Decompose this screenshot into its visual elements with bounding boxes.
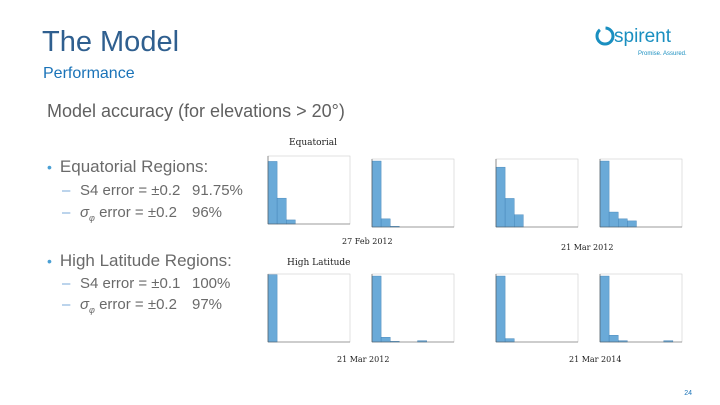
histogram-bar: [599, 160, 610, 228]
histogram-bar: [599, 275, 610, 343]
high-latitude-label: High Latitude: [287, 258, 351, 268]
date-label: 27 Feb 2012: [342, 237, 393, 246]
metric-label: error = ±0.2: [94, 204, 177, 221]
bullet-dot-icon: •: [47, 159, 52, 175]
histogram-bar: [495, 275, 506, 343]
metric-value: 100%: [192, 275, 231, 292]
histogram-bar: [267, 274, 278, 343]
bullet-dot-icon: •: [47, 253, 52, 269]
content-heading: Model accuracy (for elevations > 20°): [47, 101, 345, 121]
logo-text: spirent: [614, 26, 672, 47]
metric-value: 96%: [192, 204, 223, 221]
logo-tagline: Promise. Assured.: [638, 51, 687, 57]
histogram-bar: [276, 197, 287, 225]
slide-subtitle: Performance: [43, 65, 135, 82]
section-label: Equatorial Regions:: [59, 157, 209, 176]
phi-subscript: φ: [89, 213, 95, 223]
sigma-symbol: σ: [80, 204, 90, 221]
histogram-highlat-1: [258, 268, 354, 350]
metric-value: 97%: [192, 296, 223, 313]
histogram-svg: [371, 158, 455, 228]
histogram-bar: [608, 334, 619, 343]
section-equatorial: • Equatorial Regions:: [47, 157, 208, 177]
sub-item: – σφ error = ±0.2 97%: [62, 296, 222, 315]
metric-label: S4 error = ±0.2: [80, 182, 181, 199]
histogram-bar: [267, 161, 278, 225]
sigma-symbol: σ: [80, 296, 90, 313]
histogram-bar: [380, 337, 391, 343]
histogram-equatorial-1: [258, 150, 354, 232]
histogram-bar: [371, 160, 382, 228]
histogram-svg: [267, 155, 351, 225]
date-label: 21 Mar 2012: [337, 355, 390, 364]
equatorial-label: Equatorial: [289, 138, 337, 148]
histogram-bar: [495, 166, 506, 228]
sub-item: – S4 error = ±0.1 100%: [62, 275, 230, 292]
dash-icon: –: [62, 182, 71, 199]
histogram-bar: [504, 338, 515, 343]
sub-item: – σφ error = ±0.2 96%: [62, 204, 222, 223]
phi-subscript: φ: [89, 305, 95, 315]
histogram-svg: [599, 158, 683, 228]
date-label: 21 Mar 2012: [561, 243, 614, 252]
slide-title: The Model: [42, 26, 180, 58]
dash-icon: –: [62, 204, 71, 221]
page-number: 24: [684, 390, 692, 397]
histogram-equatorial-3: [486, 153, 582, 235]
spirent-logo: spirent Promise. Assured.: [594, 22, 704, 58]
dash-icon: –: [62, 296, 71, 313]
date-label: 21 Mar 2014: [569, 355, 622, 364]
histogram-bar: [608, 211, 619, 228]
histogram-bar: [618, 218, 628, 228]
plot-frame: [495, 273, 579, 343]
metric-value: 91.75%: [192, 182, 243, 199]
histogram-bar: [504, 198, 515, 228]
histogram-svg: [599, 273, 683, 343]
histogram-bar: [371, 275, 382, 343]
plot-frame: [371, 158, 455, 228]
section-label: High Latitude Regions:: [59, 251, 232, 270]
metric-label: error = ±0.2: [94, 296, 177, 313]
histogram-highlat-2: [362, 268, 458, 350]
histogram-highlat-4: [590, 268, 686, 350]
metric-label: S4 error = ±0.1: [80, 275, 181, 292]
histogram-svg: [495, 273, 579, 343]
section-high-latitude: • High Latitude Regions:: [47, 251, 232, 271]
plot-frame: [371, 273, 455, 343]
histogram-bar: [380, 218, 391, 228]
histogram-svg: [267, 273, 351, 343]
sub-item: – S4 error = ±0.2 91.75%: [62, 182, 243, 199]
histogram-svg: [495, 158, 579, 228]
histogram-equatorial-2: [362, 153, 458, 235]
plot-frame: [599, 273, 683, 343]
dash-icon: –: [62, 275, 71, 292]
histogram-bar: [627, 220, 637, 228]
histogram-svg: [371, 273, 455, 343]
histogram-equatorial-4: [590, 153, 686, 235]
histogram-highlat-3: [486, 268, 582, 350]
plot-frame: [267, 273, 351, 343]
histogram-bar: [514, 214, 524, 228]
histogram-bar: [286, 219, 296, 225]
